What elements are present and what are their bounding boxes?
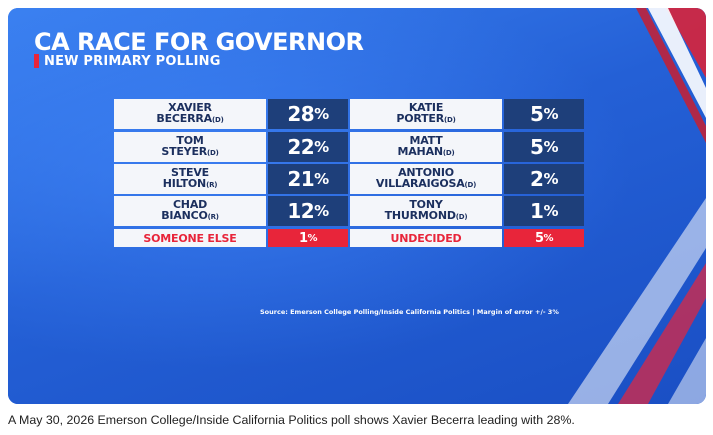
candidate-name-text: CHAD BIANCO(R) (161, 199, 219, 223)
percent-value: 12 (287, 199, 315, 223)
candidate-last-name: HILTON(R) (162, 177, 218, 190)
candidate-first-name: KATIE (408, 101, 444, 114)
percent-value: 21 (287, 167, 315, 191)
party-label: (D) (464, 181, 477, 189)
candidate-name: KATIE PORTER(D) (350, 99, 502, 129)
candidate-name-text: XAVIER BECERRA(D) (156, 102, 223, 126)
percent-sign: % (543, 138, 558, 156)
candidate-first-name: XAVIER (168, 101, 212, 114)
candidate-first-name: CHAD (172, 198, 208, 211)
percent-sign: % (543, 232, 554, 244)
candidate-last-name: BECERRA(D) (156, 112, 224, 125)
candidate-name: ANTONIO VILLARAIGOSA(D) (350, 164, 502, 194)
candidate-row: TOM STEYER(D) 22% (114, 132, 348, 162)
percent-sign: % (543, 170, 558, 188)
candidate-percent: 5% (504, 132, 584, 162)
other-response-percent: 5% (504, 229, 584, 247)
percent-sign: % (543, 202, 558, 220)
other-response-row: SOMEONE ELSE 1% (114, 229, 348, 247)
percent-sign: % (307, 232, 318, 244)
candidate-percent: 1% (504, 196, 584, 226)
party-label: (D) (207, 149, 219, 157)
percent-value: 28 (287, 102, 315, 126)
candidate-first-name: MATT (409, 134, 443, 147)
candidate-last-name: VILLARAIGOSA(D) (375, 177, 477, 190)
candidate-name: XAVIER BECERRA(D) (114, 99, 266, 129)
candidate-percent: 12% (268, 196, 348, 226)
candidate-row: KATIE PORTER(D) 5% (350, 99, 584, 129)
party-label: (R) (207, 213, 219, 221)
candidate-last-name: PORTER(D) (396, 112, 456, 125)
decorative-stripes (568, 8, 706, 404)
candidate-name-text: MATT MAHAN(D) (398, 135, 455, 159)
candidate-name: TONY THURMOND(D) (350, 196, 502, 226)
candidate-percent: 28% (268, 99, 348, 129)
candidate-last-name: MAHAN(D) (397, 145, 455, 158)
image-caption: A May 30, 2026 Emerson College/Inside Ca… (8, 413, 575, 427)
candidate-first-name: STEVE (171, 166, 209, 179)
candidate-last-name: STEYER(D) (161, 145, 219, 158)
percent-value: 5 (534, 230, 544, 246)
candidate-last-name: BIANCO(R) (161, 209, 219, 222)
candidate-row: CHAD BIANCO(R) 12% (114, 196, 348, 226)
other-response-percent: 1% (268, 229, 348, 247)
party-label: (D) (455, 213, 468, 221)
percent-value: 22 (287, 135, 315, 159)
candidate-percent: 21% (268, 164, 348, 194)
percent-value: 1 (530, 199, 544, 223)
party-label: (D) (444, 116, 456, 124)
candidate-name-text: ANTONIO VILLARAIGOSA(D) (376, 167, 476, 191)
candidate-row: ANTONIO VILLARAIGOSA(D) 2% (350, 164, 584, 194)
percent-sign: % (314, 138, 329, 156)
other-response-label: UNDECIDED (350, 229, 502, 247)
percent-sign: % (314, 105, 329, 123)
poll-graphic: CA RACE FOR GOVERNOR NEW PRIMARY POLLING… (8, 8, 706, 404)
candidate-name-text: TONY THURMOND(D) (385, 199, 468, 223)
candidate-percent: 5% (504, 99, 584, 129)
graphic-subtitle: NEW PRIMARY POLLING (44, 54, 221, 69)
candidate-row: MATT MAHAN(D) 5% (350, 132, 584, 162)
percent-value: 2 (530, 167, 544, 191)
candidate-name-text: STEVE HILTON(R) (163, 167, 218, 191)
percent-sign: % (314, 202, 329, 220)
subtitle-accent (34, 54, 39, 68)
candidate-name: STEVE HILTON(R) (114, 164, 266, 194)
percent-value: 5 (530, 102, 544, 126)
candidate-first-name: ANTONIO (398, 166, 454, 179)
candidate-name-text: TOM STEYER(D) (161, 134, 219, 159)
source-note: Source: Emerson College Polling/Inside C… (260, 308, 559, 316)
candidate-first-name: TONY (409, 198, 443, 211)
other-response-row: UNDECIDED 5% (350, 229, 584, 247)
percent-value: 1 (298, 230, 308, 246)
candidate-first-name: TOM (176, 134, 204, 147)
candidate-last-name: THURMOND(D) (384, 209, 468, 222)
candidate-percent: 2% (504, 164, 584, 194)
percent-value: 5 (530, 135, 544, 159)
graphic-title: CA RACE FOR GOVERNOR (34, 28, 364, 56)
percent-sign: % (543, 105, 558, 123)
candidate-row: XAVIER BECERRA(D) 28% (114, 99, 348, 129)
party-label: (D) (442, 149, 455, 157)
percent-sign: % (314, 170, 329, 188)
other-response-label: SOMEONE ELSE (114, 229, 266, 247)
candidate-name: TOM STEYER(D) (114, 132, 266, 162)
candidate-name: CHAD BIANCO(R) (114, 196, 266, 226)
party-label: (D) (211, 116, 224, 124)
party-label: (R) (206, 181, 218, 189)
candidate-percent: 22% (268, 132, 348, 162)
candidate-name-text: KATIE PORTER(D) (396, 102, 455, 126)
candidate-row: TONY THURMOND(D) 1% (350, 196, 584, 226)
candidate-name: MATT MAHAN(D) (350, 132, 502, 162)
candidate-row: STEVE HILTON(R) 21% (114, 164, 348, 194)
